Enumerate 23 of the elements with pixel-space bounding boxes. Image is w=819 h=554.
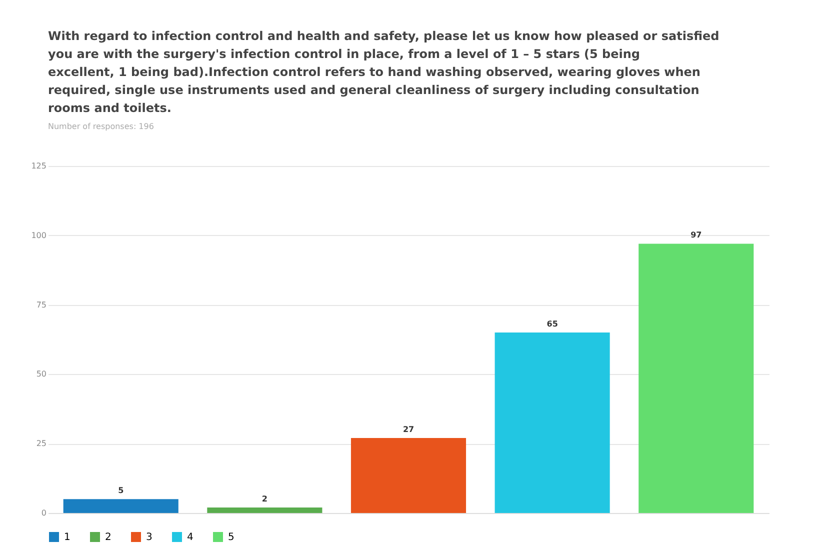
legend-label: 1 [64,532,70,543]
y-tick-label: 25 [36,439,46,448]
y-tick-label: 125 [31,162,46,170]
bar [494,332,610,513]
data-label: 97 [690,230,702,240]
data-label: 2 [262,494,268,504]
bar [350,438,466,513]
y-tick-label: 75 [36,300,46,310]
data-label: 65 [546,320,558,329]
chart-title: With regard to infection control and health and safety, please let us know how pleased or satisfied you are with the surgery's infection control in place, from a level of 1 – 5 stars (5 being excellent, 1 being bad).Infection control refers to hand washing observed, wearing gloves when required, single use instruments used and general cleanliness of surgery including consultation rooms and toilets. [48,29,720,115]
y-tick-label: 50 [36,370,46,379]
legend-label: 4 [187,532,194,543]
data-label: 27 [402,425,414,434]
legend-label: 3 [146,532,152,543]
y-tick-label: 100 [31,230,46,240]
data-label: 5 [118,486,124,496]
bar [207,507,322,513]
y-tick-label: 0 [41,508,46,518]
chart-subtitle: Number of responses: 196 [48,122,154,131]
bar [638,244,754,513]
bar [63,499,178,513]
legend-label: 5 [228,532,234,543]
legend-label: 2 [105,532,112,543]
